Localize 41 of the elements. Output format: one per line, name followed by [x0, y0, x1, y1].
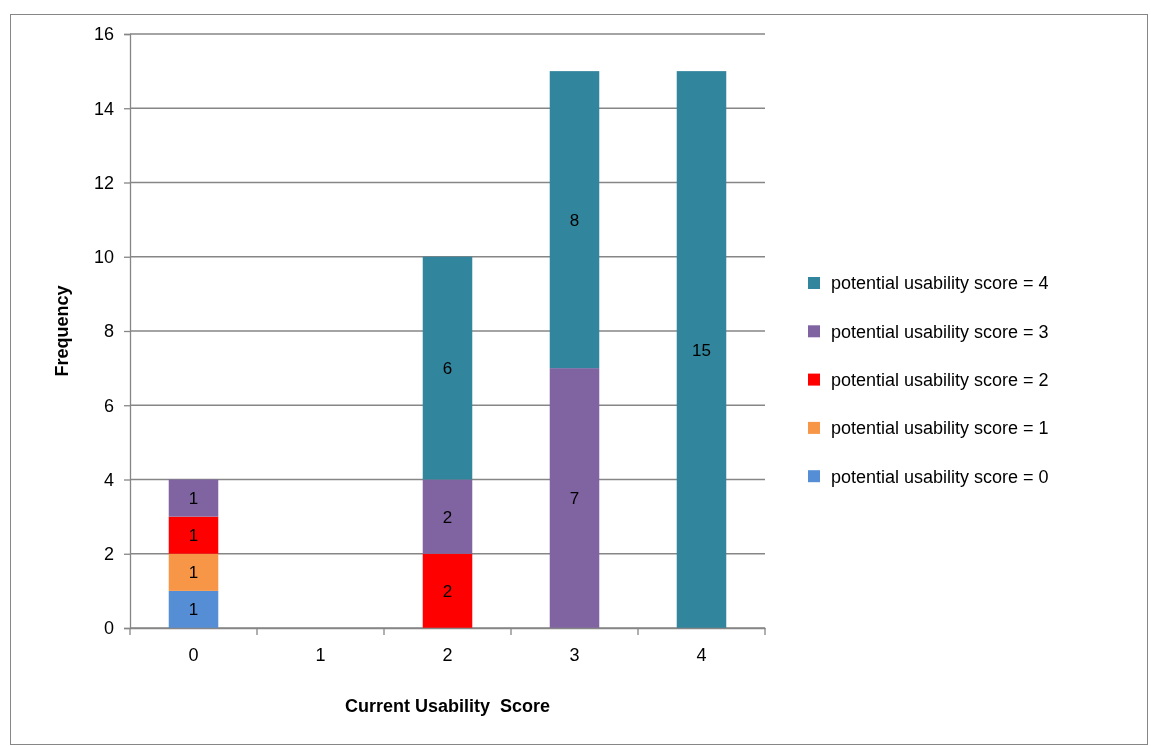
bar	[549, 71, 600, 369]
data-label: 15	[692, 340, 711, 360]
data-label: 1	[188, 563, 199, 583]
data-label: 7	[569, 489, 580, 509]
bar	[422, 553, 473, 628]
bar	[168, 553, 219, 591]
y-axis-title: Frequency	[52, 285, 72, 377]
x-tick-label: 1	[315, 644, 326, 665]
legend-label: potential usability score = 1	[831, 418, 1049, 439]
x-axis-title: Current Usability Score	[344, 696, 551, 716]
legend-label: potential usability score = 0	[831, 466, 1049, 487]
x-tick-label: 0	[188, 644, 199, 665]
data-label: 1	[188, 526, 199, 546]
bar	[168, 479, 219, 517]
bar	[549, 368, 600, 628]
y-tick-label: 2	[103, 544, 114, 565]
legend-label: potential usability score = 4	[831, 273, 1049, 294]
bar	[676, 71, 727, 628]
data-label: 2	[442, 507, 453, 527]
data-label: 6	[442, 359, 453, 379]
y-tick-label: 6	[103, 395, 114, 416]
data-label: 1	[188, 489, 199, 509]
legend-label: potential usability score = 3	[831, 321, 1049, 342]
bar	[422, 479, 473, 554]
y-tick-label: 10	[93, 247, 114, 268]
x-tick-label: 4	[696, 644, 707, 665]
data-label: 1	[188, 600, 199, 620]
y-tick-label: 12	[93, 172, 114, 193]
legend-label: potential usability score = 2	[831, 369, 1049, 390]
data-label: 2	[442, 581, 453, 601]
x-tick-label: 3	[569, 644, 580, 665]
y-tick-label: 4	[103, 469, 114, 490]
bar	[168, 590, 219, 628]
x-tick-label: 2	[442, 644, 453, 665]
y-tick-label: 14	[93, 98, 114, 119]
bar	[422, 256, 473, 480]
y-tick-label: 8	[103, 321, 114, 342]
y-tick-label: 16	[93, 24, 114, 45]
y-tick-label: 0	[103, 618, 114, 639]
data-label: 8	[569, 210, 580, 230]
bar	[168, 516, 219, 554]
